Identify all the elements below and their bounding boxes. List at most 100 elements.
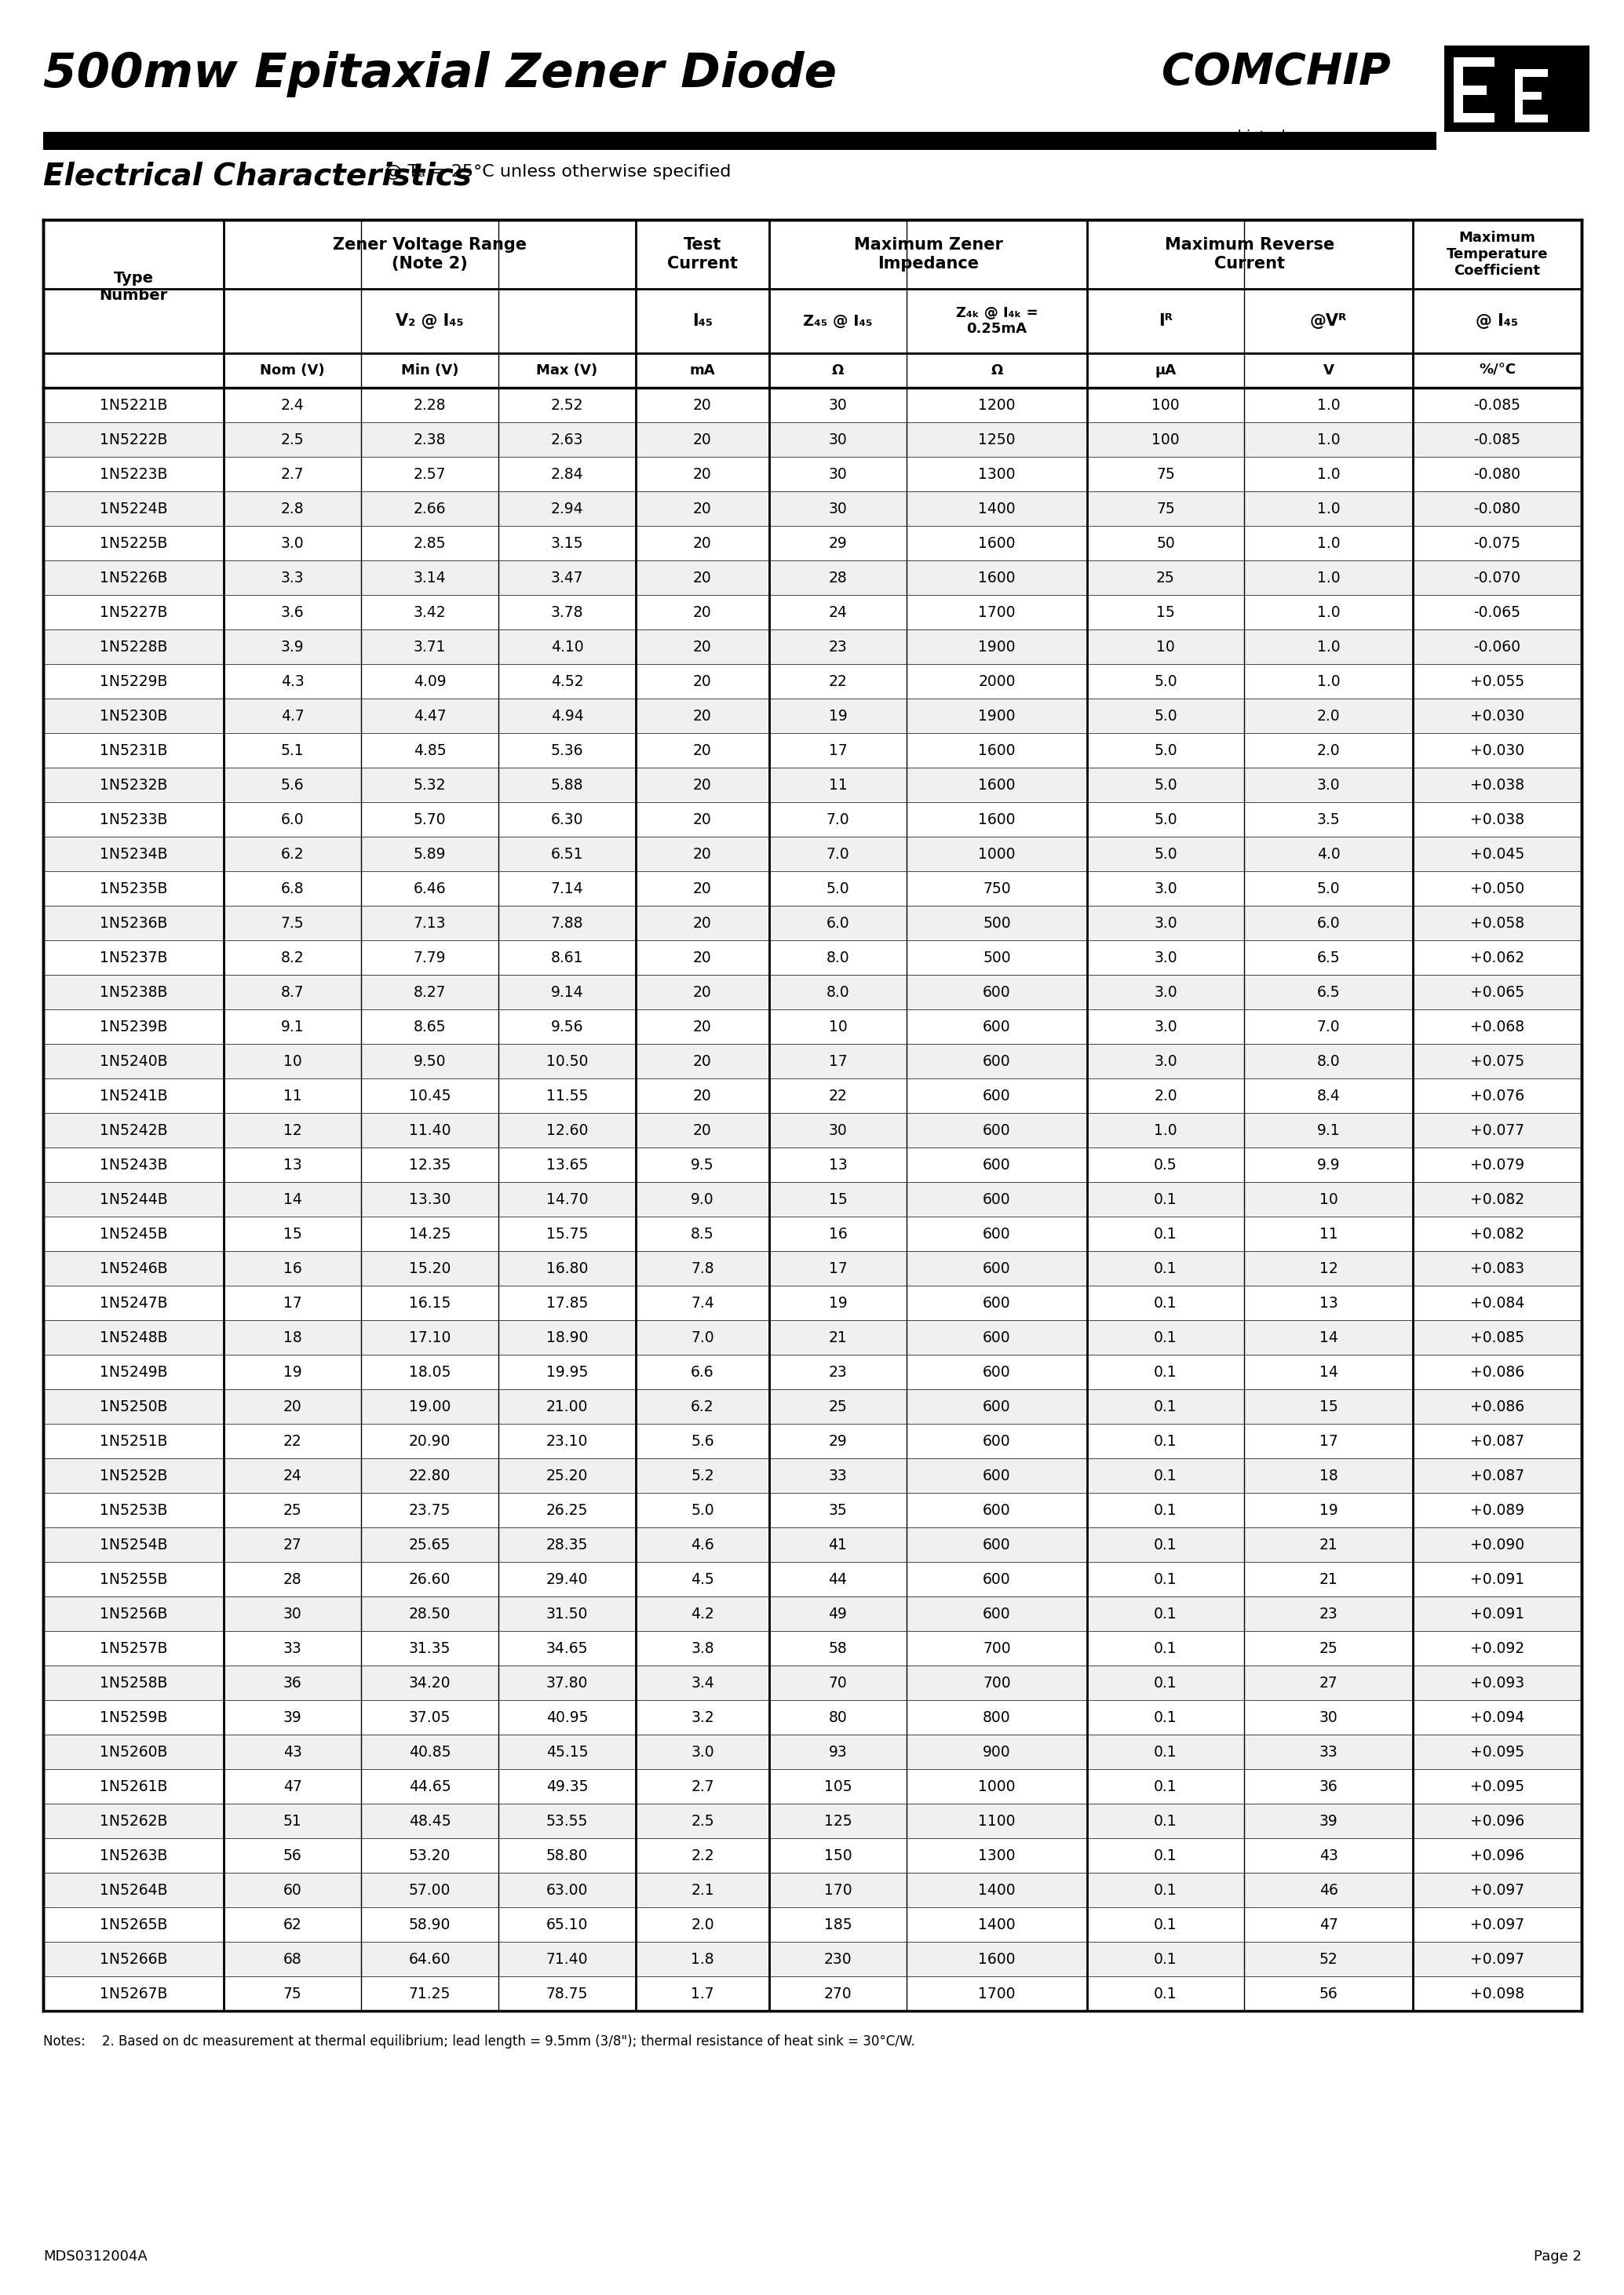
- Text: 70: 70: [828, 1675, 848, 1689]
- Text: 18: 18: [283, 1331, 302, 1345]
- Text: 4.6: 4.6: [690, 1538, 715, 1551]
- Text: 700: 700: [983, 1641, 1010, 1655]
- Text: 1N5245B: 1N5245B: [99, 1226, 167, 1242]
- Text: 52: 52: [1319, 1951, 1338, 1967]
- Text: 1N5248B: 1N5248B: [99, 1331, 167, 1345]
- Text: 3.14: 3.14: [414, 569, 447, 585]
- Text: @Vᴿ: @Vᴿ: [1311, 312, 1346, 328]
- Text: 7.8: 7.8: [690, 1260, 715, 1276]
- Text: 3.0: 3.0: [1155, 1053, 1177, 1069]
- Text: 1N5258B: 1N5258B: [99, 1675, 167, 1689]
- Text: 8.0: 8.0: [1317, 1053, 1340, 1069]
- Text: 17: 17: [828, 744, 848, 757]
- Text: 8.65: 8.65: [414, 1019, 447, 1035]
- Text: 8.2: 8.2: [281, 950, 304, 964]
- Text: 5.89: 5.89: [414, 847, 447, 861]
- Text: 8.61: 8.61: [551, 950, 583, 964]
- Text: 5.88: 5.88: [551, 778, 583, 792]
- Text: 28: 28: [828, 569, 848, 585]
- Bar: [44, 941, 1582, 975]
- Text: 7.0: 7.0: [827, 812, 849, 826]
- Text: +0.038: +0.038: [1470, 778, 1525, 792]
- Text: +0.082: +0.082: [1470, 1191, 1525, 1207]
- Text: 1400: 1400: [978, 500, 1015, 516]
- Text: 20: 20: [693, 847, 711, 861]
- Text: 2.0: 2.0: [1317, 709, 1340, 723]
- Text: 39: 39: [283, 1710, 302, 1726]
- Text: 600: 600: [983, 1434, 1010, 1448]
- Text: 600: 600: [983, 1122, 1010, 1138]
- Text: 2000: 2000: [978, 675, 1015, 688]
- Text: +0.079: +0.079: [1470, 1157, 1525, 1173]
- Text: 45.15: 45.15: [546, 1744, 588, 1760]
- Text: 48.45: 48.45: [409, 1813, 451, 1829]
- Text: 75: 75: [1156, 466, 1174, 482]
- Text: 1300: 1300: [978, 1847, 1015, 1864]
- Text: 0.1: 0.1: [1155, 1260, 1177, 1276]
- Text: 20: 20: [693, 606, 711, 620]
- Text: I₄₅: I₄₅: [692, 312, 713, 328]
- Text: COMCHIP: COMCHIP: [1161, 50, 1390, 94]
- Text: 4.3: 4.3: [281, 675, 304, 688]
- Text: 49.35: 49.35: [546, 1779, 588, 1795]
- Text: -0.060: -0.060: [1473, 640, 1520, 654]
- Text: 22: 22: [283, 1434, 302, 1448]
- Text: 6.0: 6.0: [281, 812, 304, 826]
- Text: +0.093: +0.093: [1470, 1675, 1525, 1689]
- Text: +0.058: +0.058: [1470, 916, 1525, 929]
- Text: 2.85: 2.85: [414, 535, 447, 551]
- Text: 2.1: 2.1: [690, 1882, 715, 1898]
- Text: 1N5222B: 1N5222B: [99, 431, 167, 448]
- Text: 5.6: 5.6: [690, 1434, 715, 1448]
- Text: 13: 13: [283, 1157, 302, 1173]
- Text: MDS0312004A: MDS0312004A: [44, 2249, 148, 2263]
- Text: 1200: 1200: [978, 397, 1015, 413]
- Bar: [44, 594, 1582, 629]
- Text: 100: 100: [1151, 431, 1179, 448]
- Text: +0.097: +0.097: [1470, 1916, 1525, 1932]
- Text: 1N5247B: 1N5247B: [99, 1294, 167, 1310]
- Text: 23.10: 23.10: [546, 1434, 588, 1448]
- Text: 6.0: 6.0: [827, 916, 849, 929]
- Text: 1N5240B: 1N5240B: [99, 1053, 167, 1069]
- Text: 270: 270: [823, 1985, 853, 2001]
- Text: -0.070: -0.070: [1473, 569, 1520, 585]
- Text: 30: 30: [828, 500, 848, 516]
- Text: 1N5242B: 1N5242B: [99, 1122, 167, 1138]
- Text: 26.25: 26.25: [546, 1503, 588, 1517]
- Text: 58.90: 58.90: [409, 1916, 451, 1932]
- Text: 9.5: 9.5: [690, 1157, 715, 1173]
- Bar: [44, 457, 1582, 491]
- Text: 17: 17: [828, 1260, 848, 1276]
- Text: 68: 68: [283, 1951, 302, 1967]
- Text: 2.7: 2.7: [690, 1779, 715, 1795]
- Bar: [44, 1701, 1582, 1735]
- Text: 14: 14: [1319, 1366, 1338, 1379]
- Bar: [1453, 112, 1494, 122]
- Text: 1N5233B: 1N5233B: [99, 812, 167, 826]
- Text: 34.65: 34.65: [546, 1641, 588, 1655]
- Bar: [44, 1942, 1582, 1976]
- Text: 1.0: 1.0: [1317, 640, 1340, 654]
- Text: 11: 11: [828, 778, 848, 792]
- Text: 10: 10: [1156, 640, 1174, 654]
- Text: 19: 19: [283, 1366, 302, 1379]
- Text: 35: 35: [828, 1503, 848, 1517]
- Text: 7.14: 7.14: [551, 881, 583, 895]
- Text: +0.091: +0.091: [1470, 1606, 1525, 1620]
- Text: 15: 15: [1156, 606, 1174, 620]
- Text: 62: 62: [283, 1916, 302, 1932]
- Bar: [44, 1735, 1582, 1769]
- Text: 5.0: 5.0: [1155, 847, 1177, 861]
- Text: 14: 14: [1319, 1331, 1338, 1345]
- Text: 0.1: 0.1: [1155, 1538, 1177, 1551]
- Text: 0.1: 0.1: [1155, 1503, 1177, 1517]
- Text: 21.00: 21.00: [546, 1400, 588, 1414]
- Text: 1900: 1900: [978, 640, 1015, 654]
- Text: 900: 900: [983, 1744, 1010, 1760]
- Text: 12: 12: [283, 1122, 302, 1138]
- Text: 28.50: 28.50: [409, 1606, 451, 1620]
- Text: 1.8: 1.8: [690, 1951, 715, 1967]
- Bar: [1453, 57, 1494, 67]
- Text: 11: 11: [283, 1088, 302, 1104]
